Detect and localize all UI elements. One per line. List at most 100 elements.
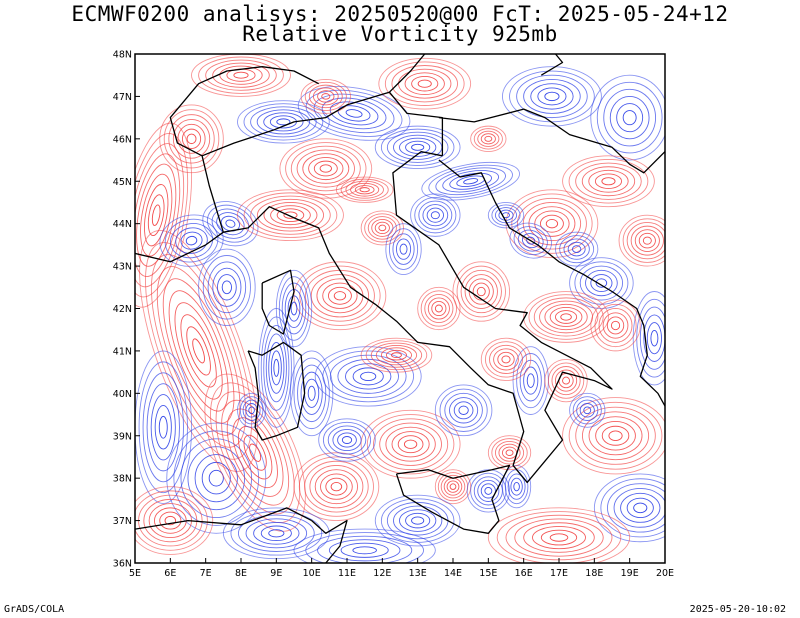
vorticity-contour [173,430,260,526]
vorticity-contour [374,494,461,547]
vorticity-contour [484,341,528,378]
vorticity-contour [263,325,290,411]
vorticity-contour [250,195,331,235]
vorticity-contour [477,479,500,502]
vorticity-contour [285,142,367,195]
vorticity-contour [414,197,457,234]
vorticity-contour [563,238,590,260]
vorticity-contour [417,79,432,88]
vorticity-contour [210,382,301,524]
vorticity-contour [365,340,428,371]
vorticity-contour [562,397,665,475]
vorticity-contour [639,306,665,370]
vorticity-contour [298,456,374,517]
vorticity-contour [287,295,301,322]
vorticity-contour [243,192,338,238]
vorticity-contour [360,210,404,246]
lon-tick-label: 10E [303,568,321,579]
vorticity-contour [253,521,300,545]
vorticity-contour [509,222,552,259]
vorticity-contour [354,185,375,195]
vorticity-contour [186,133,197,145]
vorticity-contour [330,481,343,492]
vorticity-contour [225,219,236,228]
vorticity-contour [211,208,250,239]
vorticity-contour [579,403,595,418]
vorticity-contour [216,212,245,236]
vorticity-contour [221,280,233,295]
vorticity-contour [528,206,576,242]
vorticity-contour [456,265,506,318]
vorticity-contour [239,396,264,425]
vorticity-contour [600,478,665,538]
vorticity-contour [146,383,180,472]
vorticity-contour [572,245,582,253]
vorticity-contour [434,304,443,313]
vorticity-contour [521,233,540,249]
vorticity-contour [549,533,569,542]
vorticity-contour [476,286,486,297]
vorticity-contour [595,421,636,451]
vorticity-contour [523,522,595,553]
vorticity-contour [480,483,496,499]
vorticity-contour [622,218,665,263]
vorticity-contour [212,267,242,307]
vorticity-contour [498,443,521,462]
vorticity-contour [537,87,567,106]
vorticity-contour [427,297,450,320]
vorticity-contour [318,418,376,462]
vorticity-contour [322,350,415,403]
software-credit: GrADS/COLA [4,604,65,615]
lon-tick-label: 12E [373,568,391,579]
vorticity-contour [296,149,355,188]
vorticity-contour [297,364,327,423]
vorticity-contour [398,68,452,99]
vorticity-contour [237,392,267,428]
vorticity-contour [135,350,193,504]
vorticity-contour [371,218,394,237]
vorticity-contour [202,255,251,320]
vorticity-contour [314,469,359,505]
vorticity-contour [270,350,282,386]
vorticity-contour [420,290,458,327]
vorticity-contour [308,156,344,181]
vorticity-contour [169,223,214,259]
vorticity-contour [517,229,544,252]
lat-tick-label: 43N [113,262,132,273]
vorticity-contour [194,454,238,503]
vorticity-contour [290,301,298,316]
vorticity-contour [633,502,648,514]
vorticity-contour [588,169,629,193]
vorticity-contour [386,131,449,163]
vorticity-contour [163,109,220,169]
vorticity-contour [399,243,408,255]
vorticity-contour [256,198,325,232]
vorticity-contour [219,65,263,85]
vorticity-contour [405,140,431,154]
vorticity-contour [487,435,532,471]
lon-tick-label: 6E [164,568,176,579]
vorticity-contour [322,282,358,309]
vorticity-contour [352,367,384,386]
vorticity-contour [185,235,198,246]
vorticity-contour [317,90,335,103]
vorticity-contour [449,172,493,190]
vorticity-contour [452,261,511,322]
vorticity-contour [575,406,656,465]
vorticity-contour [305,532,424,563]
vorticity-contour [643,314,665,362]
lon-tick-label: 5E [129,568,141,579]
vorticity-contour [593,473,665,543]
vorticity-contour [180,231,203,250]
vorticity-contour [581,166,636,197]
vorticity-contour [207,261,247,314]
vorticity-contour [260,316,292,420]
lat-tick-label: 36N [113,559,132,570]
vorticity-contour [650,329,659,347]
vorticity-contour [501,446,518,459]
vorticity-contour [321,93,331,100]
coastline-segment [388,54,426,93]
vorticity-contour [472,282,490,301]
coastline [135,54,665,563]
vorticity-contour [276,208,305,223]
